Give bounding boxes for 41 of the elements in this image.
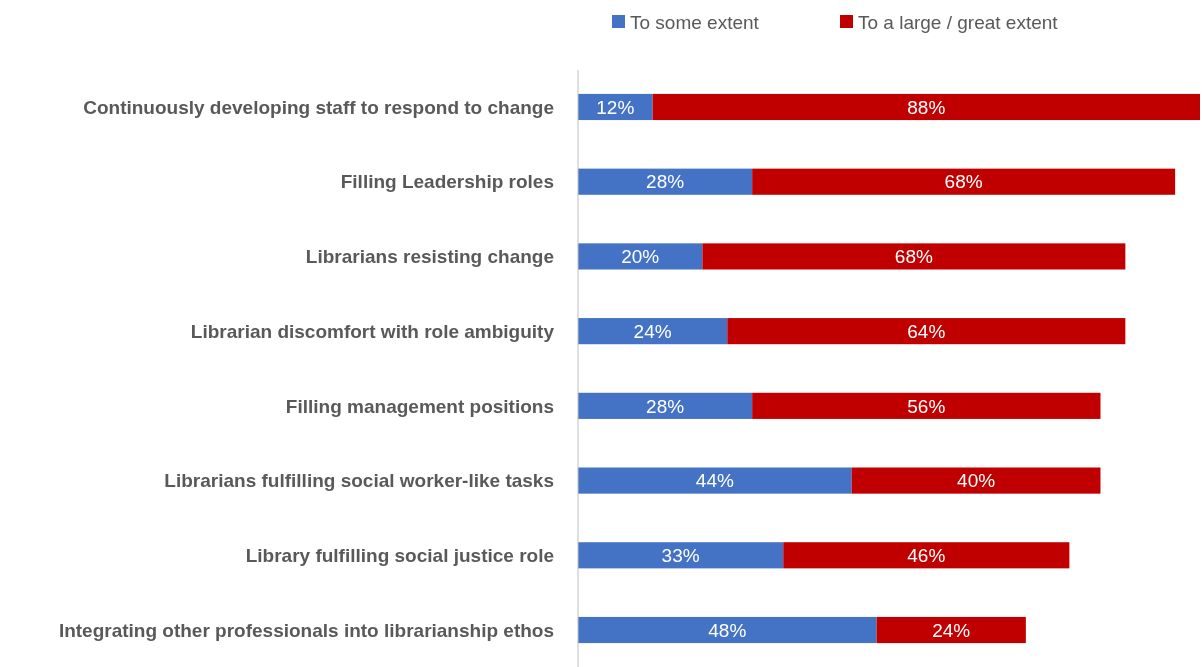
data-label: 56%	[907, 395, 946, 417]
bar	[702, 243, 1126, 270]
data-label: 24%	[932, 619, 971, 641]
bar	[578, 243, 703, 270]
data-label: 40%	[957, 470, 996, 492]
bar	[752, 168, 1176, 195]
data-label: 12%	[596, 96, 635, 118]
data-label: 20%	[621, 246, 660, 268]
bar	[752, 392, 1101, 419]
y-tick-label: Librarian discomfort with role ambiguity	[190, 320, 555, 342]
y-tick-label: Filling Leadership roles	[340, 171, 554, 193]
data-label: 68%	[944, 171, 983, 193]
bar	[578, 318, 728, 345]
bar	[851, 467, 1101, 494]
y-tick-label: Librarians fulfilling social worker-like tasks	[164, 470, 554, 492]
data-label: 28%	[646, 171, 685, 193]
bar	[578, 168, 753, 195]
data-label: 24%	[633, 320, 672, 342]
data-label: 28%	[646, 395, 685, 417]
legend-label: To some extent	[630, 11, 760, 33]
bar	[578, 467, 852, 494]
y-tick-label: Continuously developing staff to respond to change	[83, 96, 554, 118]
bar	[652, 93, 1200, 121]
bar	[783, 542, 1070, 569]
y-tick-label: Filling management positions	[285, 395, 554, 417]
bar	[578, 542, 784, 569]
data-label: 44%	[695, 470, 734, 492]
bar	[876, 616, 1026, 644]
y-tick-label: Library fulfilling social justice role	[245, 544, 554, 566]
bar	[578, 392, 753, 419]
bar	[727, 318, 1126, 345]
data-label: 88%	[907, 96, 946, 118]
data-label: 64%	[907, 320, 946, 342]
legend-label: To a large / great extent	[858, 11, 1059, 33]
data-label: 48%	[708, 619, 747, 641]
y-tick-label: Librarians resisting change	[305, 246, 554, 268]
data-label: 33%	[661, 544, 700, 566]
bar	[578, 616, 877, 644]
data-label: 46%	[907, 544, 946, 566]
y-tick-label: Integrating other professionals into librarianship ethos	[58, 619, 554, 641]
data-label: 68%	[894, 246, 933, 268]
